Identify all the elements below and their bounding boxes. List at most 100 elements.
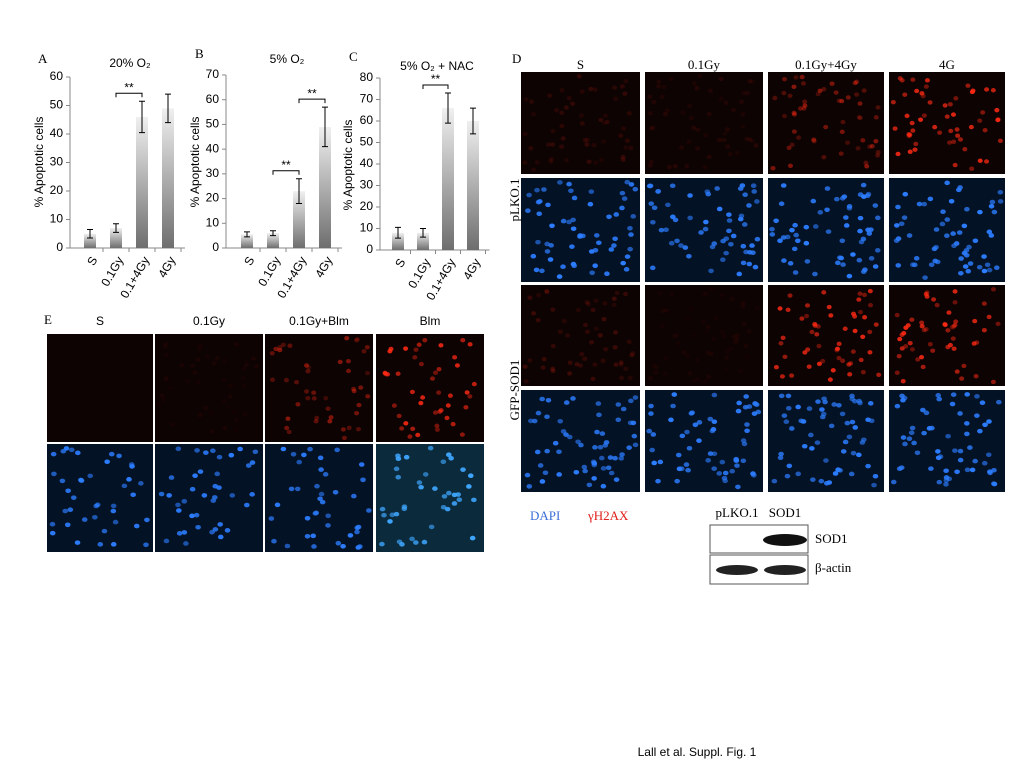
nucleus <box>544 288 550 294</box>
nucleus <box>865 463 871 469</box>
nucleus <box>914 450 921 456</box>
nucleus <box>744 428 750 434</box>
nucleus <box>875 150 881 155</box>
nucleus <box>919 320 925 325</box>
nucleus <box>663 227 669 233</box>
nucleus <box>824 207 830 213</box>
nucleus <box>846 204 853 209</box>
nucleus <box>620 154 626 160</box>
nucleus <box>857 101 863 106</box>
nucleus <box>921 430 927 436</box>
nucleus <box>898 465 905 470</box>
nucleus <box>744 90 750 96</box>
nucleus <box>740 260 747 266</box>
y-axis-label: % Apoptotic cells <box>188 117 202 208</box>
nucleus <box>990 379 996 385</box>
nucleus <box>242 366 247 370</box>
nucleus <box>467 394 473 399</box>
micrograph <box>155 334 263 442</box>
column-header: S <box>96 314 104 328</box>
nucleus <box>268 516 275 521</box>
nucleus <box>607 455 614 460</box>
nucleus <box>692 422 699 428</box>
nucleus <box>902 191 909 197</box>
nucleus <box>351 386 357 392</box>
nucleus <box>531 112 537 117</box>
nucleus <box>535 410 542 416</box>
nucleus <box>528 418 534 424</box>
nucleus <box>234 342 240 347</box>
nucleus <box>460 337 466 343</box>
panel-label: A <box>38 51 48 66</box>
nucleus <box>936 396 943 402</box>
y-tick-label: 40 <box>50 126 64 140</box>
nucleus <box>176 508 182 513</box>
nucleus <box>675 452 682 458</box>
nucleus <box>969 467 976 473</box>
nucleus <box>897 76 903 81</box>
nucleus <box>873 115 879 120</box>
nucleus <box>724 127 730 132</box>
nucleus <box>179 363 185 368</box>
nucleus <box>661 84 667 90</box>
nucleus <box>222 425 228 431</box>
nucleus <box>808 432 814 438</box>
y-tick-label: 20 <box>206 191 220 205</box>
nucleus <box>953 241 960 246</box>
nucleus <box>222 399 227 403</box>
nucleus <box>977 428 983 434</box>
nucleus <box>531 167 537 172</box>
nucleus <box>787 293 793 298</box>
nucleus <box>823 458 829 463</box>
nucleus <box>860 334 866 339</box>
nucleus <box>843 223 850 228</box>
nucleus <box>777 238 783 243</box>
nucleus <box>749 243 755 248</box>
nucleus <box>612 236 618 242</box>
nucleus <box>569 244 575 249</box>
nucleus <box>943 482 949 487</box>
nucleus <box>689 307 694 311</box>
nucleus <box>738 213 745 219</box>
nucleus <box>937 130 943 135</box>
nucleus <box>861 437 867 443</box>
nucleus <box>989 199 996 205</box>
nucleus <box>733 339 739 345</box>
nucleus <box>253 364 259 369</box>
nucleus <box>550 366 556 371</box>
nucleus <box>920 364 926 370</box>
nucleus <box>591 476 597 481</box>
nucleus <box>211 361 217 366</box>
nucleus <box>830 368 836 373</box>
nucleus <box>574 361 580 367</box>
nucleus <box>850 349 856 354</box>
nucleus <box>550 128 556 134</box>
nucleus <box>545 397 552 403</box>
nucleus <box>861 292 867 298</box>
nucleus <box>919 354 925 360</box>
y-tick-label: 30 <box>206 166 220 180</box>
nucleus <box>862 267 868 273</box>
nucleus <box>730 233 737 239</box>
nucleus <box>944 114 950 119</box>
nucleus <box>212 527 219 532</box>
nucleus <box>740 438 747 443</box>
nucleus <box>539 268 545 274</box>
nucleus <box>751 189 758 194</box>
nucleus <box>445 403 451 408</box>
bar <box>319 126 331 248</box>
nucleus <box>185 379 190 383</box>
nucleus <box>608 247 615 252</box>
nucleus <box>460 467 466 472</box>
nucleus <box>535 199 542 205</box>
nucleus <box>307 446 313 452</box>
y-tick-label: 50 <box>360 135 374 149</box>
nucleus <box>986 267 993 273</box>
nucleus <box>559 88 565 93</box>
nucleus <box>789 373 795 378</box>
nucleus <box>824 186 831 191</box>
nucleus <box>815 399 821 404</box>
nucleus <box>894 403 901 409</box>
nucleus <box>805 303 811 308</box>
nucleus <box>657 459 664 465</box>
